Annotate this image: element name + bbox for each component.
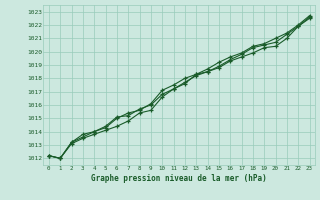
X-axis label: Graphe pression niveau de la mer (hPa): Graphe pression niveau de la mer (hPa) [91,174,267,183]
